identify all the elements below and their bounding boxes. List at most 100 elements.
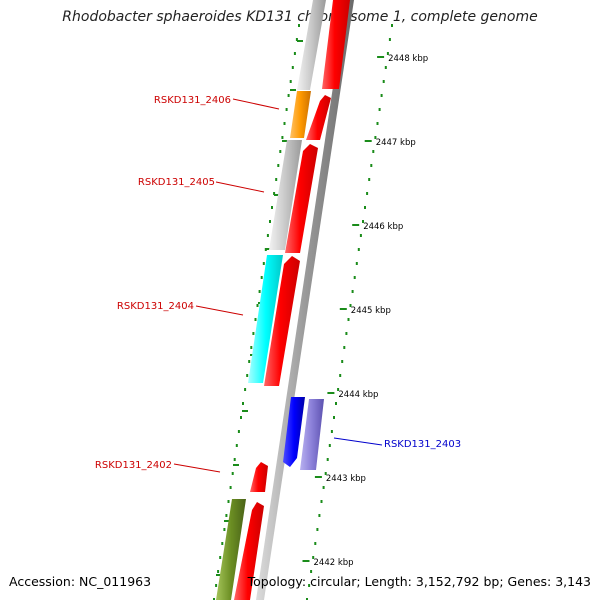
track-dot <box>295 38 298 41</box>
track-dot <box>382 80 385 83</box>
track-dot <box>277 164 280 167</box>
gene-arrow-top[interactable] <box>322 0 350 89</box>
track-dot <box>221 542 224 545</box>
track-dot <box>339 374 342 377</box>
gene-label-2406[interactable]: RSKD131_2406 <box>154 95 231 106</box>
gene-arrow-2405[interactable] <box>285 144 318 253</box>
track-dot <box>337 388 340 391</box>
track-dot <box>262 262 265 265</box>
cds-olive-bottom[interactable] <box>216 499 246 600</box>
track-dot <box>364 206 366 209</box>
gene-arrow-2404[interactable] <box>264 256 300 386</box>
kbp-tick-label: 2447 kbp <box>376 138 416 148</box>
track-dot <box>386 52 389 55</box>
gene-label-2403[interactable]: RSKD131_2403 <box>384 439 461 450</box>
track-dot <box>312 556 315 559</box>
track-dot <box>242 402 244 405</box>
track-dot <box>275 178 278 181</box>
gene-arrow-2402[interactable] <box>250 462 268 492</box>
track-dot <box>287 94 290 97</box>
track-dot <box>320 500 323 503</box>
track-dot <box>227 500 230 503</box>
track-dot <box>318 514 321 517</box>
track-dot <box>256 304 259 307</box>
minor-tick <box>290 89 296 91</box>
kbp-tick-mark <box>302 560 310 562</box>
minor-tick <box>282 140 288 142</box>
track-dot <box>362 220 364 223</box>
forward-genes <box>234 0 350 600</box>
track-dot <box>298 24 300 27</box>
cds-cyan-2404[interactable] <box>248 255 283 383</box>
gene-label-2405[interactable]: RSKD131_2405 <box>138 177 215 188</box>
kbp-tick-mark <box>314 476 322 478</box>
track-dot <box>285 108 288 111</box>
cds-track <box>216 0 326 600</box>
track-dot <box>281 136 284 139</box>
kbp-tick-label: 2443 kbp <box>326 474 366 484</box>
kbp-tick-mark <box>327 392 335 394</box>
track-dot <box>328 444 331 447</box>
accession-text: Accession: NC_011963 <box>9 574 152 589</box>
track-dot <box>248 360 251 363</box>
track-dot <box>308 584 311 587</box>
topology-text: Topology: circular; Length: 3,152,792 bp… <box>247 574 591 589</box>
track-dot <box>237 430 240 433</box>
track-dot <box>324 472 327 475</box>
gene-arrow-2403[interactable] <box>283 397 305 467</box>
track-dot <box>264 248 267 251</box>
track-dot <box>260 276 263 279</box>
track-dot <box>391 24 393 27</box>
kbp-tick-label: 2446 kbp <box>363 222 403 232</box>
kbp-tick-mark <box>339 308 347 310</box>
track-dot <box>347 318 350 321</box>
track-dot <box>353 276 356 279</box>
track-dot <box>223 528 226 531</box>
kbp-tick-mark <box>377 56 385 58</box>
track-dot <box>388 38 391 41</box>
track-dot <box>246 374 249 377</box>
minor-tick <box>266 248 272 250</box>
minor-tick <box>216 574 222 576</box>
track-dot <box>359 234 362 237</box>
gene-callout-lines <box>173 98 383 473</box>
track-dot <box>357 248 360 251</box>
map-title: Rhodobacter sphaeroides KD131 chromosome… <box>62 9 538 25</box>
track-dot <box>289 80 292 83</box>
cds-orange-2406[interactable] <box>290 91 311 138</box>
kbp-tick-label: 2448 kbp <box>388 54 428 64</box>
track-dot <box>254 318 257 321</box>
track-dot <box>258 290 261 293</box>
kbp-tick-mark <box>364 140 372 142</box>
track-dot <box>322 486 325 489</box>
minor-tick <box>233 464 239 466</box>
minor-tick <box>274 194 280 196</box>
cds-gray-2405[interactable] <box>269 140 302 250</box>
track-dot <box>330 430 333 433</box>
track-dot <box>252 332 255 335</box>
track-dot <box>271 206 273 209</box>
track-dot <box>283 122 286 125</box>
track-dot <box>341 360 344 363</box>
kbp-tick-label: 2445 kbp <box>351 306 391 316</box>
gene-arrow-2406[interactable] <box>306 95 331 140</box>
track-dot <box>231 472 234 475</box>
track-dot <box>250 346 253 349</box>
track-dot <box>310 570 313 573</box>
track-dot <box>233 458 236 461</box>
gene-label-2402[interactable]: RSKD131_2402 <box>95 460 172 471</box>
track-dot <box>244 388 247 391</box>
cds-lavender-2403[interactable] <box>300 399 324 470</box>
track-dot <box>351 290 354 293</box>
cds-gray-top[interactable] <box>297 0 326 90</box>
track-dot <box>279 150 282 153</box>
tick-tracks <box>213 24 393 600</box>
gene-arrow-bottom[interactable] <box>234 502 264 600</box>
track-dot <box>366 192 369 195</box>
track-dot <box>269 220 271 223</box>
track-dot <box>229 486 232 489</box>
minor-tick <box>242 410 248 412</box>
gene-label-2404[interactable]: RSKD131_2404 <box>117 301 194 312</box>
gene-labels: RSKD131_2406 RSKD131_2405 RSKD131_2404 R… <box>95 95 461 471</box>
